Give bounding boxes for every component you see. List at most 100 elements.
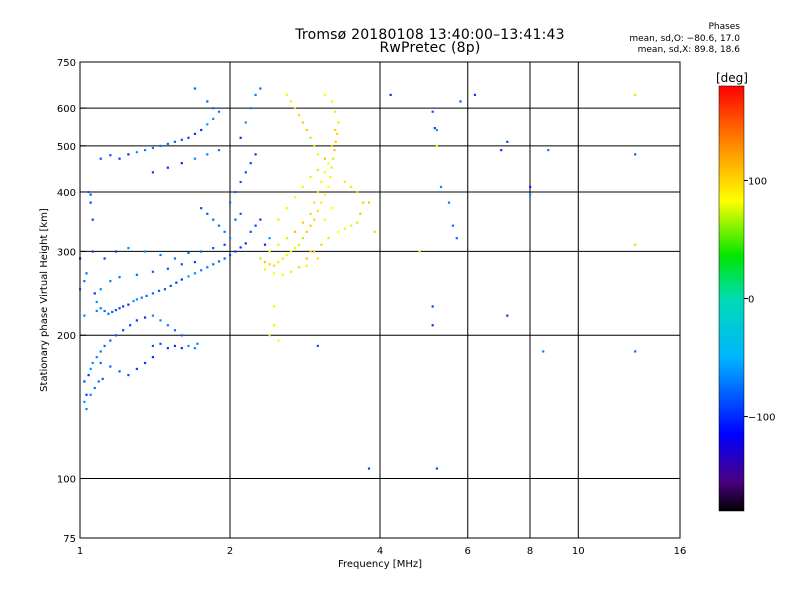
x-trace-point [293, 196, 297, 199]
o-trace-point [212, 263, 215, 266]
chart-subtitle: RwPretec (8p) [379, 40, 481, 56]
x-trace-point [320, 243, 323, 246]
o-trace-point [187, 344, 190, 348]
o-trace-point [200, 250, 203, 253]
x-trace-point [336, 132, 339, 135]
o-trace-point [83, 400, 86, 403]
o-trace-point [439, 185, 443, 189]
o-trace-point [200, 207, 203, 210]
x-trace-point [309, 250, 312, 253]
o-trace-point [367, 467, 371, 470]
x-tick-label: 16 [674, 546, 687, 557]
o-trace-point [193, 261, 197, 264]
o-trace-point [173, 257, 177, 260]
x-tick-label: 10 [572, 546, 585, 557]
o-trace-point [212, 107, 215, 110]
o-trace-point [111, 310, 114, 314]
o-trace-point [93, 386, 96, 390]
o-trace-point [529, 185, 532, 189]
o-trace-point [206, 100, 209, 103]
x-trace-point [330, 144, 333, 148]
o-trace-point [173, 140, 177, 143]
x-trace-point [293, 247, 297, 250]
o-trace-point [173, 344, 177, 348]
o-trace-point [114, 308, 118, 312]
o-trace-point [151, 314, 155, 317]
o-trace-point [455, 237, 458, 240]
o-trace-point [249, 107, 252, 110]
o-trace-point [118, 370, 121, 373]
x-trace-point [350, 224, 353, 227]
o-trace-point [206, 212, 209, 215]
x-trace-point [343, 180, 347, 184]
o-trace-point [193, 157, 197, 160]
o-trace-point [169, 284, 172, 288]
colorbar-label: [deg] [716, 71, 748, 85]
x-trace-point [435, 144, 438, 148]
o-trace-point [103, 309, 106, 313]
x-trace-point [337, 230, 340, 233]
x-trace-point [263, 268, 267, 271]
x-trace-point [293, 230, 297, 233]
o-trace-point [180, 138, 183, 141]
o-trace-point [135, 367, 138, 371]
o-trace-point [93, 292, 96, 295]
x-trace-point [268, 263, 271, 266]
x-trace-point [272, 264, 276, 267]
o-trace-point [140, 296, 143, 299]
x-trace-point [259, 257, 262, 260]
o-trace-point [166, 324, 169, 327]
o-trace-point [101, 377, 104, 381]
o-trace-point [87, 374, 90, 377]
o-trace-point [542, 350, 545, 353]
o-trace-point [389, 93, 392, 96]
o-trace-point [143, 250, 147, 253]
x-trace-point [316, 153, 319, 156]
o-trace-point [166, 267, 169, 270]
x-trace-point [285, 207, 288, 210]
o-trace-point [244, 121, 247, 124]
o-trace-point [249, 230, 252, 233]
x-trace-point [277, 261, 280, 264]
x-trace-point [272, 305, 276, 308]
o-trace-point [180, 347, 183, 350]
o-trace-point [166, 347, 169, 350]
o-trace-point [89, 367, 92, 371]
o-trace-point [206, 123, 209, 126]
o-trace-point [212, 117, 215, 120]
o-trace-point [109, 154, 112, 157]
o-trace-point [229, 253, 232, 257]
o-trace-point [431, 324, 434, 327]
o-trace-point [316, 344, 319, 348]
o-trace-point [85, 393, 88, 396]
o-trace-point [212, 247, 215, 250]
o-trace-point [143, 316, 147, 319]
x-trace-point [263, 261, 267, 264]
o-trace-point [97, 380, 100, 383]
y-tick-label: 300 [57, 247, 76, 258]
x-tick-label: 1 [77, 546, 83, 557]
o-trace-point [634, 350, 637, 353]
x-trace-point [329, 175, 332, 179]
o-trace-point [234, 250, 237, 253]
x-trace-point [334, 110, 337, 113]
x-trace-point [297, 266, 301, 269]
o-trace-point [217, 260, 221, 263]
x-trace-point [305, 230, 308, 233]
o-trace-point [196, 342, 199, 345]
o-trace-point [145, 294, 148, 298]
o-trace-point [143, 148, 147, 152]
x-trace-point [634, 93, 637, 96]
o-trace-point [159, 319, 162, 322]
x-trace-point [327, 237, 330, 240]
o-trace-point [206, 153, 209, 156]
x-trace-point [367, 201, 371, 204]
o-trace-point [234, 190, 237, 194]
o-trace-point [127, 303, 130, 306]
x-trace-point [297, 114, 301, 117]
x-trace-point [333, 148, 336, 152]
o-trace-point [506, 140, 509, 143]
o-trace-point [151, 344, 155, 348]
o-trace-point [118, 157, 121, 160]
x-trace-point [356, 221, 359, 224]
